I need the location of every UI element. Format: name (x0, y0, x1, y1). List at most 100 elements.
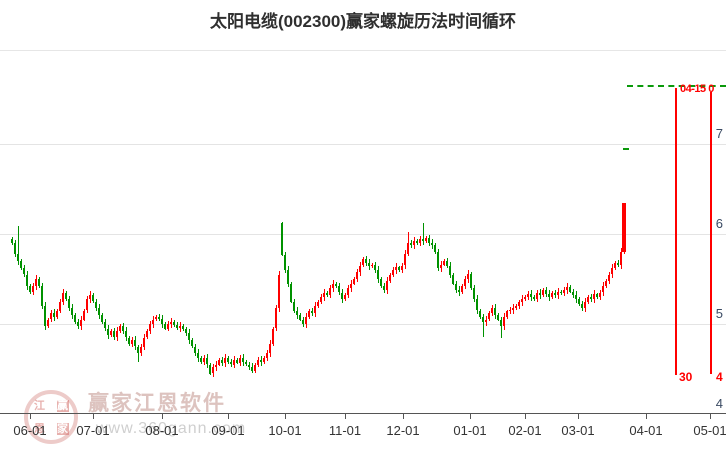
candle-body (137, 346, 139, 353)
candle-body (296, 310, 298, 315)
candle-body (419, 238, 421, 243)
x-axis-tick (30, 414, 31, 419)
candle-body (485, 319, 487, 323)
candle-body (500, 319, 502, 326)
x-axis-label: 09-01 (211, 423, 245, 438)
candle-body (200, 358, 202, 362)
x-axis-label: 01-01 (453, 423, 487, 438)
candle-body (101, 315, 103, 323)
candle-body (458, 289, 460, 293)
candle-body (329, 288, 331, 296)
candle-body (560, 291, 562, 294)
logo-char: 恩 (34, 422, 45, 435)
candle-body (563, 289, 565, 294)
candle-body (506, 311, 508, 317)
candle-body (380, 279, 382, 287)
x-axis-label: 06-01 (13, 423, 47, 438)
candle-body (587, 297, 589, 303)
candle-body (305, 316, 307, 324)
candle-body (284, 254, 286, 270)
candle-body (599, 292, 601, 297)
candle-body (293, 301, 295, 311)
candle-body (575, 295, 577, 299)
y-axis-label: 6 (715, 216, 723, 231)
candle-body (347, 288, 349, 296)
x-axis-label: 02-01 (508, 423, 542, 438)
candle-body (95, 301, 97, 308)
logo-char: 江 (34, 399, 45, 412)
candle-body (11, 238, 13, 243)
x-axis-line (0, 413, 726, 414)
candle-body (65, 292, 67, 299)
candle-body (512, 307, 514, 310)
candle-body (35, 279, 37, 287)
candle-body (308, 310, 310, 317)
candle-body (239, 358, 241, 363)
candle-body (386, 280, 388, 290)
candle-body (122, 325, 124, 332)
x-axis-label: 04-01 (629, 423, 663, 438)
candle-body (548, 294, 550, 297)
x-axis-tick (162, 414, 163, 419)
candle-body (23, 268, 25, 275)
x-axis-label: 11-01 (328, 423, 362, 438)
candle-body (593, 294, 595, 299)
candle-body (503, 316, 505, 326)
candle-body (407, 243, 409, 254)
candle-body (224, 358, 226, 363)
candle-body (128, 337, 130, 344)
candle-body (602, 286, 604, 293)
y-axis-label: 7 (715, 126, 723, 141)
candle-body (566, 287, 568, 290)
candle-body (425, 237, 427, 242)
candle-body (272, 328, 274, 344)
candle-body (383, 286, 385, 290)
candle-body (77, 322, 79, 326)
candle-body (461, 286, 463, 293)
candle-body (194, 346, 196, 353)
candle-body (149, 324, 151, 332)
candle-body (362, 259, 364, 266)
candle-body (218, 360, 220, 365)
candle-body (173, 322, 175, 325)
candle-body (134, 340, 136, 347)
candle-body (530, 294, 532, 297)
candle-body (116, 331, 118, 338)
candle-body (98, 307, 100, 315)
candle-body (608, 274, 610, 281)
candle-body (536, 292, 538, 299)
gridline (0, 324, 726, 325)
candle-body (356, 271, 358, 279)
candle-body (110, 331, 112, 335)
candle-body (32, 286, 34, 293)
candle-body (221, 360, 223, 363)
candle-body (62, 292, 64, 302)
candle-wick (483, 313, 484, 337)
x-axis-tick (646, 414, 647, 419)
candle-body (254, 364, 256, 371)
candle-body (278, 274, 280, 308)
x-axis-tick (403, 414, 404, 419)
candle-body (584, 302, 586, 308)
candle-body (104, 322, 106, 329)
cycle-line-label: 4 (716, 370, 723, 384)
candle-body (290, 283, 292, 302)
chart-title: 太阳电缆(002300)赢家螺旋历法时间循环 (209, 12, 517, 31)
candle-body (317, 301, 319, 306)
candle-wick (501, 316, 502, 339)
candle-body (230, 361, 232, 365)
x-axis-label: 12-01 (386, 423, 420, 438)
candle-body (275, 307, 277, 329)
cycle-line-label: 30 (679, 370, 693, 384)
candle-body (524, 297, 526, 299)
candle-body (551, 292, 553, 297)
y-axis-label: 4 (715, 396, 723, 411)
x-axis-label: 07-01 (76, 423, 110, 438)
candle-body (80, 319, 82, 326)
candle-body (20, 261, 22, 269)
candle-body (488, 313, 490, 320)
candle-body (86, 298, 88, 311)
candle-body (476, 298, 478, 311)
candle-body (443, 261, 445, 265)
candle-body (326, 292, 328, 296)
